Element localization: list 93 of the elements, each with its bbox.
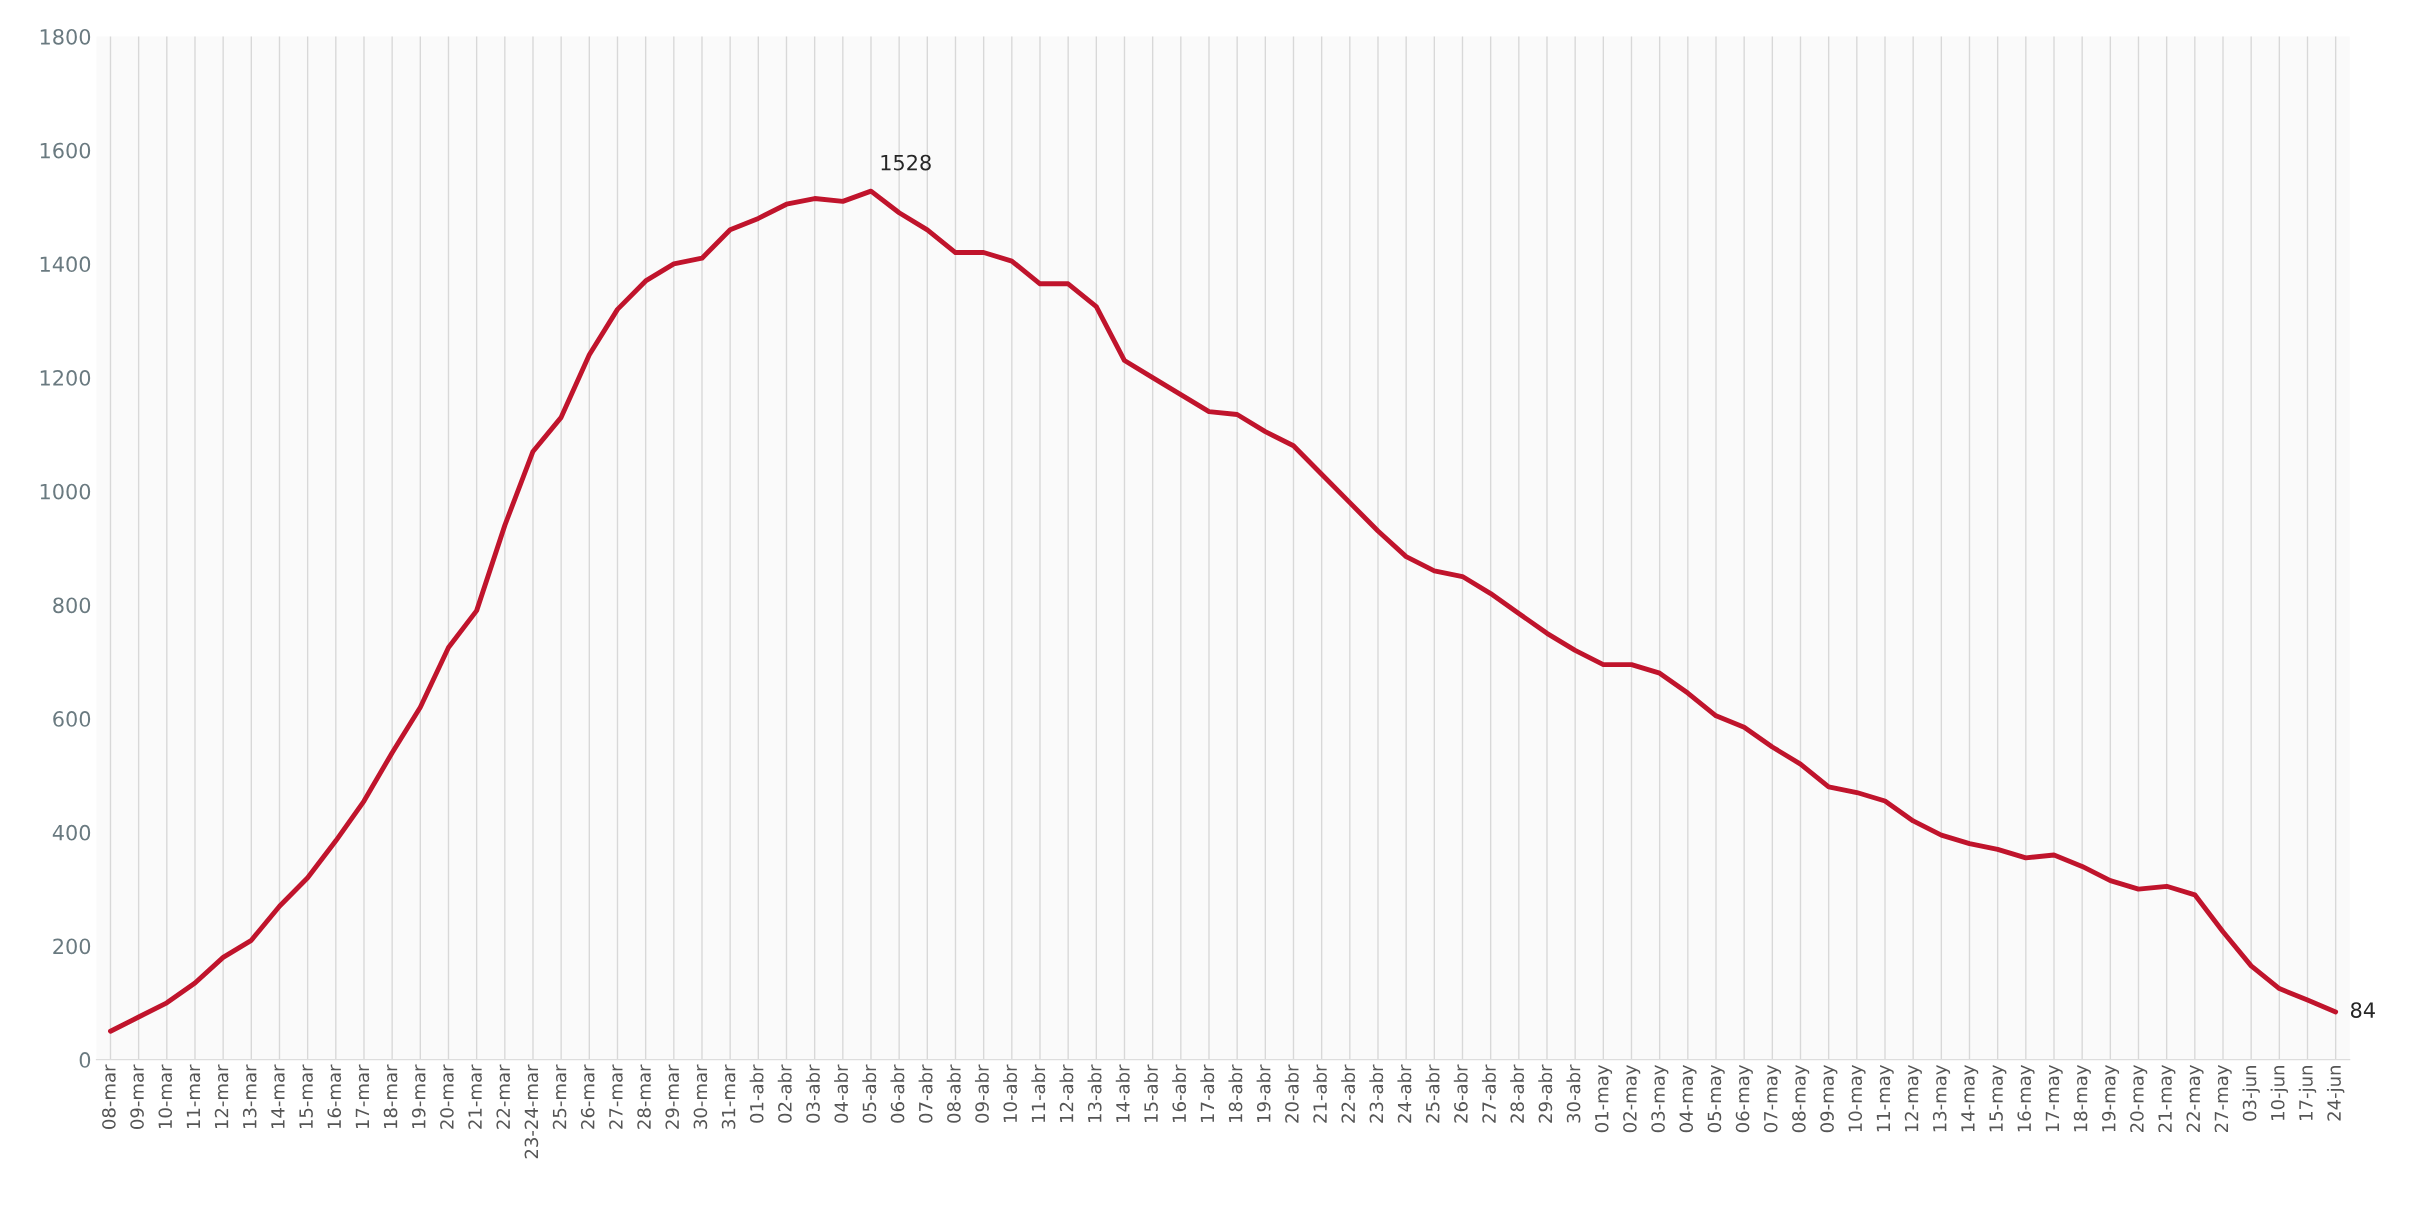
y-tick-label: 600: [53, 711, 91, 727]
x-tick-label: 07-abr: [918, 1064, 933, 1123]
x-tick-label: 03-jun: [2242, 1066, 2260, 1121]
x-tick-label: 12-abr: [1059, 1064, 1074, 1122]
x-tick-label: 20-mar: [440, 1064, 454, 1129]
x-tick-label: 11-abr: [1031, 1064, 1046, 1122]
x-tick-label: 30-abr: [1566, 1064, 1581, 1123]
x-tick-label: 03-abr: [805, 1064, 820, 1123]
x-tick-label: 22-mar: [496, 1064, 511, 1129]
x-tick-label: 19-mar: [411, 1064, 426, 1129]
x-tick-label: 28-mar: [637, 1064, 651, 1129]
x-tick-label: 18-may: [2073, 1065, 2091, 1132]
x-tick-label: 16-may: [2017, 1065, 2035, 1132]
x-tick-label: 08-mar: [102, 1064, 116, 1129]
x-tick-label: 15-abr: [1143, 1064, 1158, 1122]
x-tick-label: 04-may: [1679, 1065, 1697, 1133]
x-tick-label: 08-abr: [946, 1064, 961, 1123]
x-tick-label: 10-abr: [1003, 1064, 1018, 1122]
y-tick-label: 400: [52, 824, 91, 841]
x-tick-label: 22-abr: [1341, 1064, 1356, 1123]
x-tick-label: 21-may: [2158, 1065, 2176, 1133]
x-tick-label: 01-abr: [749, 1064, 764, 1123]
x-tick-label: 24-jun: [2326, 1066, 2345, 1121]
x-tick-label: 16-mar: [327, 1064, 342, 1129]
x-tick-label: 21-abr: [1312, 1064, 1327, 1123]
x-tick-label: 18-abr: [1228, 1064, 1243, 1122]
x-tick-label: 13-mar: [242, 1064, 257, 1129]
y-tick-label: 1600: [40, 142, 91, 159]
x-tick-label: 28-abr: [1510, 1064, 1525, 1123]
x-tick-label: 23-24-mar: [524, 1064, 539, 1159]
x-tick-label: 02-may: [1623, 1065, 1641, 1133]
y-tick-label: 1000: [40, 483, 91, 500]
x-tick-label: 10-mar: [158, 1064, 173, 1129]
x-tick-label: 26-abr: [1453, 1064, 1468, 1123]
y-tick-label: 1800: [40, 28, 91, 45]
x-tick-label: 11-mar: [186, 1064, 201, 1129]
x-tick-label: 21-mar: [468, 1064, 482, 1129]
x-tick-label: 17-mar: [355, 1064, 370, 1129]
x-tick-label: 22-may: [2186, 1065, 2204, 1133]
y-tick-label: 1200: [40, 370, 91, 386]
x-tick-label: 14-abr: [1115, 1064, 1130, 1122]
x-tick-label: 09-may: [1820, 1065, 1838, 1133]
x-tick-label: 26-mar: [580, 1064, 595, 1129]
x-tick-label: 31-mar: [721, 1064, 736, 1129]
data-label: 1528: [881, 154, 931, 171]
x-tick-label: 13-abr: [1087, 1064, 1102, 1122]
x-tick-label: 16-abr: [1172, 1064, 1187, 1122]
data-label: 84: [2350, 1002, 2375, 1018]
x-tick-label: 25-abr: [1425, 1064, 1440, 1123]
x-tick-label: 29-abr: [1538, 1064, 1553, 1123]
x-tick-label: 30-mar: [693, 1064, 708, 1129]
x-tick-label: 07-may: [1763, 1065, 1782, 1133]
x-tick-label: 27-mar: [609, 1064, 623, 1129]
x-tick-label: 10-jun: [2270, 1066, 2289, 1120]
x-tick-label: 04-abr: [834, 1064, 849, 1123]
x-tick-label: 11-may: [1876, 1065, 1894, 1132]
x-tick-label: 17-abr: [1200, 1064, 1215, 1122]
x-tick-label: 09-abr: [974, 1064, 989, 1123]
y-tick-label: 1400: [40, 256, 91, 273]
x-tick-label: 10-may: [1848, 1065, 1866, 1132]
x-tick-label: 14-mar: [271, 1064, 285, 1129]
x-tick-label: 19-abr: [1256, 1064, 1271, 1122]
x-tick-label: 17-may: [2045, 1065, 2063, 1132]
x-tick-label: 08-may: [1792, 1065, 1810, 1133]
x-tick-label: 29-mar: [665, 1064, 680, 1129]
x-tick-label: 20-may: [2130, 1065, 2148, 1133]
x-tick-label: 19-may: [2101, 1065, 2120, 1132]
y-tick-label: 0: [79, 1052, 91, 1068]
x-tick-label: 13-may: [1932, 1065, 1951, 1132]
x-tick-label: 27-abr: [1481, 1064, 1496, 1123]
x-tick-label: 12-may: [1904, 1065, 1922, 1132]
x-tick-label: 06-may: [1735, 1065, 1753, 1133]
x-tick-label: 20-abr: [1284, 1064, 1299, 1123]
x-tick-label: 02-abr: [777, 1064, 792, 1123]
x-tick-label: 05-may: [1707, 1065, 1725, 1133]
line-series: [108, 188, 2339, 1034]
x-tick-label: 17-jun: [2298, 1066, 2317, 1120]
x-tick-label: 27-may: [2214, 1065, 2232, 1133]
x-tick-label: 14-may: [1961, 1065, 1979, 1132]
x-tick-label: 18-mar: [383, 1064, 398, 1129]
x-tick-label: 03-may: [1651, 1065, 1669, 1133]
x-tick-label: 06-abr: [890, 1064, 905, 1123]
x-tick-label: 15-may: [1989, 1065, 2007, 1132]
x-tick-label: 23-abr: [1369, 1064, 1384, 1123]
x-tick-label: 05-abr: [862, 1064, 877, 1123]
x-tick-label: 12-mar: [214, 1064, 229, 1129]
x-tick-label: 15-mar: [299, 1064, 313, 1129]
x-tick-label: 24-abr: [1397, 1064, 1412, 1123]
x-tick-label: 09-mar: [130, 1064, 144, 1129]
x-tick-label: 01-may: [1594, 1065, 1613, 1133]
y-tick-label: 800: [53, 597, 91, 614]
x-tick-label: 25-mar: [552, 1064, 567, 1129]
y-tick-label: 200: [53, 938, 91, 955]
